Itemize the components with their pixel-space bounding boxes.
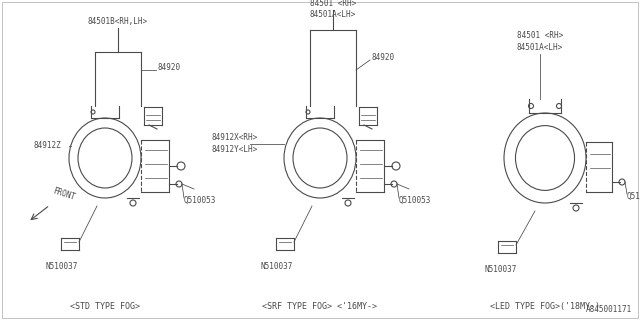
Text: <STD TYPE FOG>: <STD TYPE FOG> bbox=[70, 302, 140, 311]
Text: 84501A<LH>: 84501A<LH> bbox=[310, 10, 356, 19]
Text: A845001171: A845001171 bbox=[586, 305, 632, 314]
Text: N510037: N510037 bbox=[485, 265, 517, 274]
Text: <LED TYPE FOG>('18MY-): <LED TYPE FOG>('18MY-) bbox=[490, 302, 600, 311]
Text: <SRF TYPE FOG> <'16MY->: <SRF TYPE FOG> <'16MY-> bbox=[262, 302, 378, 311]
Text: 84912X<RH>: 84912X<RH> bbox=[212, 133, 259, 142]
Text: FRONT: FRONT bbox=[52, 186, 77, 202]
Text: Q510053: Q510053 bbox=[399, 196, 431, 204]
Text: Q510053: Q510053 bbox=[184, 196, 216, 204]
Text: N510037: N510037 bbox=[261, 262, 293, 271]
Text: 84920: 84920 bbox=[158, 63, 181, 73]
Text: N510037: N510037 bbox=[46, 262, 78, 271]
Text: 84501B<RH,LH>: 84501B<RH,LH> bbox=[88, 17, 148, 26]
Text: 84501A<LH>: 84501A<LH> bbox=[517, 43, 563, 52]
Text: Q510053: Q510053 bbox=[627, 191, 640, 201]
Text: 84912Y<LH>: 84912Y<LH> bbox=[212, 146, 259, 155]
Text: 84501 <RH>: 84501 <RH> bbox=[310, 0, 356, 8]
Text: 84912Z: 84912Z bbox=[33, 141, 61, 150]
Text: 84920: 84920 bbox=[372, 53, 395, 62]
Text: 84501 <RH>: 84501 <RH> bbox=[517, 31, 563, 40]
